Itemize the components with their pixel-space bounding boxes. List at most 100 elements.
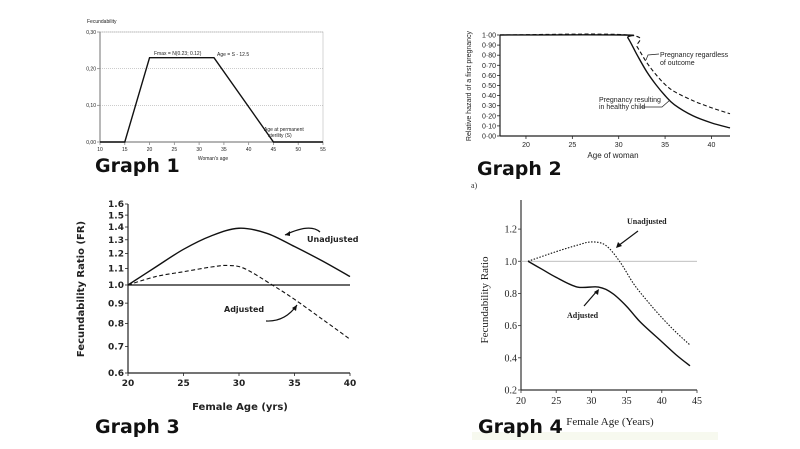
chart1-x-tick-label: 50 — [295, 147, 301, 153]
chart1-plot-frame — [99, 31, 324, 143]
chart2-y-tick-label: 0·10 — [482, 123, 496, 130]
chart1-annotation-fmax: Fmax = N(0.23; 0.12) — [154, 51, 202, 57]
chart2-annotation-regardless-2: of outcome — [660, 60, 695, 67]
caption-graph-4: Graph 4 — [478, 416, 563, 438]
caption-graph-3: Graph 3 — [95, 416, 180, 438]
chart4-x-tick-label: 25 — [551, 396, 561, 407]
chart2-y-tick-label: 0·50 — [482, 83, 496, 90]
chart2-leader-regardless — [645, 53, 660, 61]
chart3-y-tick-label: 1.3 — [108, 236, 124, 246]
chart2-x-axis-label: Age of woman — [587, 151, 638, 160]
chart3-label-unadjusted: Unadjusted — [307, 235, 359, 244]
chart2-y-tick-label: 1·00 — [482, 32, 496, 39]
chart3-arrow-adjusted — [265, 304, 298, 322]
chart3-series-unadjusted-line — [127, 227, 351, 286]
chart2-leader-healthy — [641, 99, 671, 108]
chart1-annotation-sterility: Age at permanent — [264, 127, 304, 133]
chart2-y-axis-label: Relative hazard of a first pregnancy — [466, 30, 473, 141]
chart1-x-tick-label: 30 — [196, 147, 202, 153]
chart2-y-tick-label: 0·00 — [482, 133, 496, 140]
chart1-y-tick-label: 0,20 — [86, 66, 96, 72]
chart4-y-axis-label: Fecundability Ratio — [479, 256, 491, 344]
chart2-x-tick-label: 40 — [708, 142, 716, 149]
chart4-bottom-strip — [472, 432, 718, 440]
chart3-x-tick-label: 35 — [288, 379, 301, 389]
chart1-x-tick-label: 25 — [172, 147, 178, 153]
chart2-y-tick-label: 0·40 — [482, 93, 496, 100]
chart2-y-tick-label: 0·30 — [482, 103, 496, 110]
chart2-x-tick-label: 35 — [661, 142, 669, 149]
chart1-x-tick-label: 15 — [122, 147, 128, 153]
chart1-x-tick-label: 35 — [221, 147, 227, 153]
chart3-label-adjusted: Adjusted — [224, 305, 264, 314]
chart2-y-tick-label: 0·70 — [482, 63, 496, 70]
chart3-series-adjusted-line — [127, 264, 351, 340]
chart3-x-axis-label: Female Age (yrs) — [192, 402, 288, 413]
chart1-annotation-sterility-2: sterility (S) — [268, 133, 292, 139]
chart3-arrowhead-unadjusted — [285, 231, 290, 236]
chart1-x-tick-label: 40 — [246, 147, 252, 153]
chart4-y-tick-label: 0.6 — [505, 321, 518, 332]
chart2-y-tick-label: 0·20 — [482, 113, 496, 120]
chart1-x-tick-label: 45 — [271, 147, 277, 153]
chart2-annotation-healthy: Pregnancy resulting — [599, 97, 661, 104]
chart3-y-tick-label: 1.4 — [108, 223, 124, 233]
chart3-x-tick-label: 40 — [344, 379, 357, 389]
chart4-y-tick-label: 0.8 — [505, 289, 518, 300]
chart2-x-tick-label: 20 — [522, 142, 530, 149]
chart4-label-adjusted: Adjusted — [567, 311, 599, 320]
caption-graph-2: Graph 2 — [477, 158, 562, 180]
chart3-y-tick-label: 0.6 — [108, 369, 124, 379]
chart1-annotation-age-s: Age = S - 12.5 — [217, 52, 249, 58]
chart4-x-tick-label: 40 — [657, 396, 667, 407]
chart3-arrowhead-adjusted — [292, 305, 297, 311]
chart2-x-tick-label: 25 — [568, 142, 576, 149]
chart4-y-tick-label: 0.2 — [505, 386, 518, 397]
chart4-x-tick-label: 35 — [622, 396, 632, 407]
chart1-y-axis-label: Fecundability — [87, 19, 117, 25]
chart3-x-tick-label: 25 — [177, 379, 190, 389]
chart1-y-tick-label: 0,00 — [86, 140, 96, 146]
chart4-arrowhead-adjusted — [594, 289, 599, 295]
chart4-x-axis-label: Female Age (Years) — [566, 416, 654, 428]
chart1-x-tick-label: 55 — [320, 147, 326, 153]
chart1-y-tick-label: 0,30 — [86, 30, 96, 36]
chart4-y-tick-label: 1.2 — [505, 225, 518, 236]
chart4-series-unadjusted-line — [527, 241, 691, 346]
chart4-x-tick-label: 30 — [586, 396, 596, 407]
chart2-annotation-regardless: Pregnancy regardless — [660, 52, 729, 59]
chart3-y-tick-label: 1.5 — [108, 211, 124, 221]
chart3-y-tick-label: 0.8 — [108, 320, 124, 330]
chart2-y-tick-label: 0·90 — [482, 43, 496, 50]
chart3-arrow-unadjusted — [284, 227, 321, 236]
chart1-x-axis-label: Woman's age — [198, 156, 229, 162]
chart3-y-tick-label: 1.1 — [108, 265, 124, 275]
chart3-x-tick-label: 30 — [233, 379, 246, 389]
chart3-y-tick-label: 0.7 — [108, 343, 124, 353]
chart2-annotation-healthy-2: in healthy child — [599, 104, 645, 111]
chart4-arrow-adjusted — [583, 290, 598, 307]
chart4-arrow-unadjusted — [617, 230, 639, 247]
chart3-x-tick-label: 20 — [122, 379, 135, 389]
chart1-y-tick-label: 0,10 — [86, 103, 96, 109]
panel-marker: a) — [471, 181, 478, 190]
chart4-series-adjusted-line — [527, 260, 691, 367]
chart4-x-tick-label: 20 — [516, 396, 526, 407]
chart3-y-axis-label: Fecundability Ratio (FR) — [76, 221, 87, 357]
caption-graph-1: Graph 1 — [95, 155, 180, 177]
chart2-series-pregnancy-resulting-in-healthy-child-line — [499, 34, 731, 129]
chart3-y-tick-label: 1.6 — [108, 200, 124, 210]
chart4-arrowhead-unadjusted — [616, 242, 622, 248]
chart3-y-tick-label: 0.9 — [108, 299, 124, 309]
chart2-y-tick-label: 0·60 — [482, 73, 496, 80]
chart2-x-tick-label: 30 — [615, 142, 623, 149]
chart4-y-tick-label: 0.4 — [505, 353, 518, 364]
chart2-y-tick-label: 0·80 — [482, 53, 496, 60]
chart3-y-tick-label: 1.2 — [108, 250, 124, 260]
chart4-y-tick-label: 1.0 — [505, 257, 518, 268]
chart4-x-tick-label: 45 — [692, 396, 702, 407]
chart1-x-tick-label: 10 — [97, 147, 103, 153]
chart1-x-tick-label: 20 — [147, 147, 153, 153]
